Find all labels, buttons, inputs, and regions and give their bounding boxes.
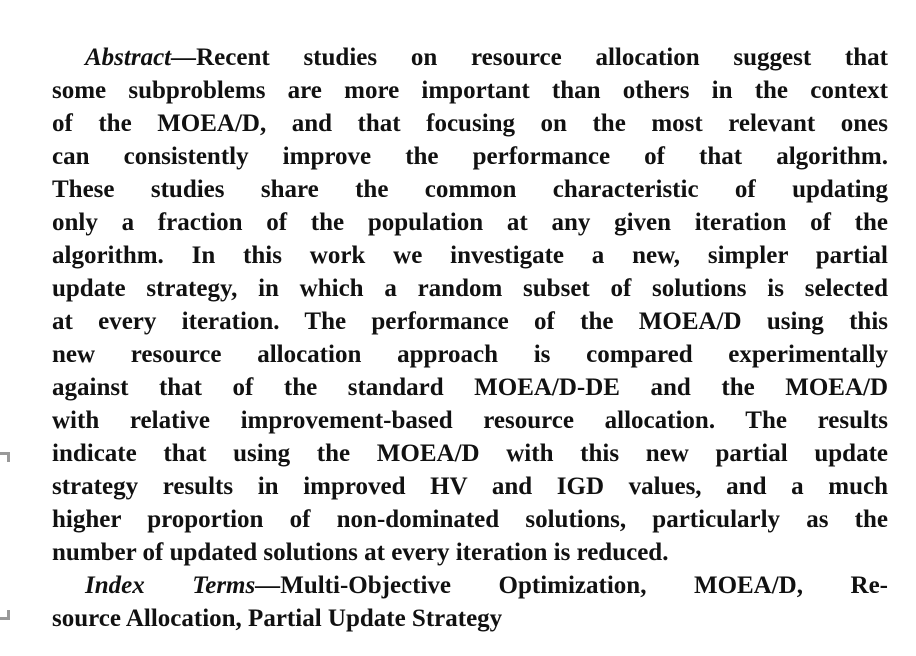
text-line: number of updated solutions at every ite…: [52, 536, 888, 569]
line-text: Multi-Objective Optimization, MOEA/D, Re…: [280, 572, 888, 599]
line-text: of the MOEA/D, and that focusing on the …: [52, 110, 888, 137]
text-line: with relative improvement-based resource…: [52, 404, 888, 437]
margin-mark: [0, 610, 10, 620]
section-label: Abstract—: [85, 44, 197, 71]
text-line: at every iteration. The performance of t…: [52, 305, 888, 338]
text-line: only a fraction of the population at any…: [52, 206, 888, 239]
text-line: can consistently improve the performance…: [52, 140, 888, 173]
text-line: source Allocation, Partial Update Strate…: [52, 602, 888, 635]
abstract-block: Abstract—Recent studies on resource allo…: [52, 41, 888, 635]
line-text: algorithm. In this work we investigate a…: [52, 242, 888, 269]
text-line: Index Terms—Multi-Objective Optimization…: [52, 569, 888, 602]
line-text: indicate that using the MOEA/D with this…: [52, 440, 888, 467]
text-line: indicate that using the MOEA/D with this…: [52, 437, 888, 470]
line-text: These studies share the common character…: [52, 176, 888, 203]
text-line: some subproblems are more important than…: [52, 74, 888, 107]
line-text: can consistently improve the performance…: [52, 143, 888, 170]
line-text: source Allocation, Partial Update Strate…: [52, 605, 503, 632]
line-text: number of updated solutions at every ite…: [52, 539, 669, 566]
text-line: against that of the standard MOEA/D-DE a…: [52, 371, 888, 404]
line-text: only a fraction of the population at any…: [52, 209, 888, 236]
line-text: some subproblems are more important than…: [52, 77, 888, 104]
line-text: at every iteration. The performance of t…: [52, 308, 888, 335]
line-text: new resource allocation approach is comp…: [52, 341, 888, 368]
line-text: Recent studies on resource allocation su…: [196, 44, 888, 71]
line-text: higher proportion of non-dominated solut…: [52, 506, 888, 533]
text-line: higher proportion of non-dominated solut…: [52, 503, 888, 536]
line-text: strategy results in improved HV and IGD …: [52, 473, 888, 500]
line-text: with relative improvement-based resource…: [52, 407, 888, 434]
text-line: new resource allocation approach is comp…: [52, 338, 888, 371]
text-line: of the MOEA/D, and that focusing on the …: [52, 107, 888, 140]
line-text: against that of the standard MOEA/D-DE a…: [52, 374, 888, 401]
text-line: update strategy, in which a random subse…: [52, 272, 888, 305]
line-text: update strategy, in which a random subse…: [52, 275, 888, 302]
text-line: These studies share the common character…: [52, 173, 888, 206]
text-line: strategy results in improved HV and IGD …: [52, 470, 888, 503]
section-label: Index Terms—: [85, 572, 281, 599]
text-line: Abstract—Recent studies on resource allo…: [52, 41, 888, 74]
text-line: algorithm. In this work we investigate a…: [52, 239, 888, 272]
margin-mark: [0, 452, 10, 462]
